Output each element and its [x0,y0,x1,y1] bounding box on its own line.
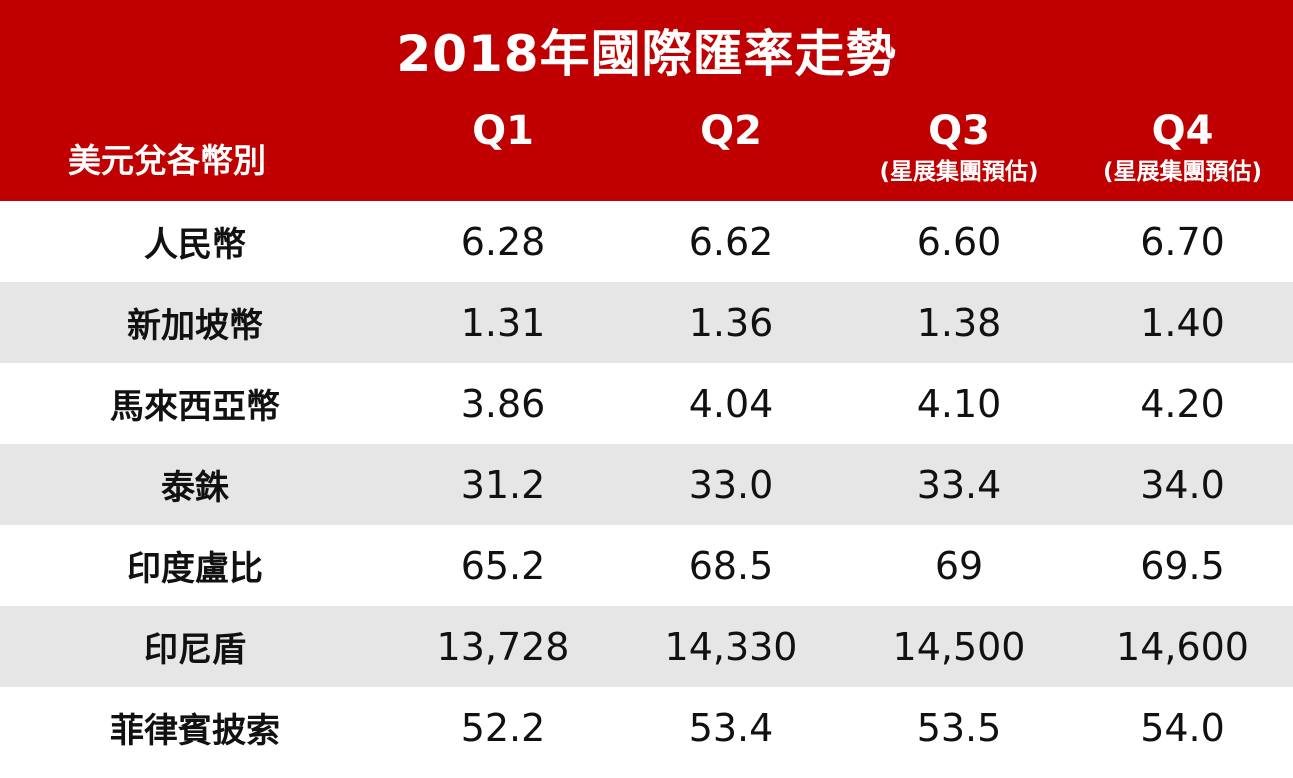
rate-cell: 34.0 [1140,462,1225,507]
table-row: 馬來西亞幣 3.86 4.04 4.10 4.20 [0,363,1293,444]
rate-cell: 1.31 [460,300,546,345]
quarter-label: Q3 [928,108,990,154]
column-header-row: 美元兌各幣別 Q1 Q2 Q3 (星展集團預估) Q4 (星展集團預估) [0,108,1293,198]
column-header-q1: Q1 [390,108,616,198]
rate-cell: 69.5 [1140,543,1225,588]
currency-name: 印尼盾 [144,630,246,670]
table-row: 人民幣 6.28 6.62 6.60 6.70 [0,201,1293,282]
rate-cell: 3.86 [460,381,546,426]
table-row: 泰銖 31.2 33.0 33.4 34.0 [0,444,1293,525]
rate-cell: 6.70 [1140,219,1225,264]
rate-cell: 1.40 [1140,300,1225,345]
currency-name: 新加坡幣 [127,306,263,346]
currency-name: 泰銖 [161,468,229,508]
table-row: 菲律賓披索 52.2 53.4 53.5 54.0 [0,687,1293,768]
table-row: 新加坡幣 1.31 1.36 1.38 1.40 [0,282,1293,363]
currency-name: 馬來西亞幣 [110,387,280,427]
quarter-label: Q4 [1151,108,1214,154]
quarter-label: Q1 [472,108,534,154]
table-row: 印尼盾 13,728 14,330 14,500 14,600 [0,606,1293,687]
page-title: 2018年國際匯率走勢 [396,25,897,83]
quarter-note: (星展集團預估) [879,159,1039,185]
quarter-label: Q2 [700,108,762,154]
rate-cell: 6.60 [916,219,1002,264]
currency-name: 菲律賓披索 [110,711,280,751]
currency-name: 印度盧比 [127,549,263,589]
table-row: 印度盧比 65.2 68.5 69 69.5 [0,525,1293,606]
rate-cell: 53.5 [916,705,1002,750]
currency-name: 人民幣 [144,225,246,265]
rate-cell: 1.38 [916,300,1002,345]
rate-cell: 14,330 [664,624,798,669]
rate-cell: 1.36 [688,300,774,345]
rate-cell: 6.28 [460,219,546,264]
rate-cell: 4.20 [1140,381,1225,426]
rate-cell: 52.2 [460,705,546,750]
rate-cell: 13,728 [436,624,570,669]
rate-cell: 65.2 [460,543,546,588]
rate-cell: 33.0 [688,462,774,507]
quarter-note: (星展集團預估) [1102,159,1263,185]
rate-cell: 53.4 [688,705,774,750]
table-header: 2018年國際匯率走勢 美元兌各幣別 Q1 Q2 Q3 (星展集團預估) Q4 … [0,0,1293,201]
rate-cell: 14,500 [892,624,1026,669]
column-header-q4: Q4 (星展集團預估) [1072,108,1293,198]
rate-cell: 33.4 [916,462,1002,507]
rate-cell: 69 [934,543,984,588]
rate-cell: 14,600 [1116,624,1249,669]
column-header-q2: Q2 [616,108,846,198]
table-body: 人民幣 6.28 6.62 6.60 6.70 新加坡幣 1.31 1.36 1… [0,201,1293,768]
rate-cell: 6.62 [688,219,774,264]
rate-cell: 4.04 [688,381,774,426]
rate-cell: 68.5 [688,543,774,588]
row-label-header: 美元兌各幣別 [68,141,266,180]
rate-cell: 54.0 [1140,705,1225,750]
column-header-q3: Q3 (星展集團預估) [846,108,1072,198]
rate-cell: 31.2 [460,462,546,507]
rate-cell: 4.10 [916,381,1002,426]
